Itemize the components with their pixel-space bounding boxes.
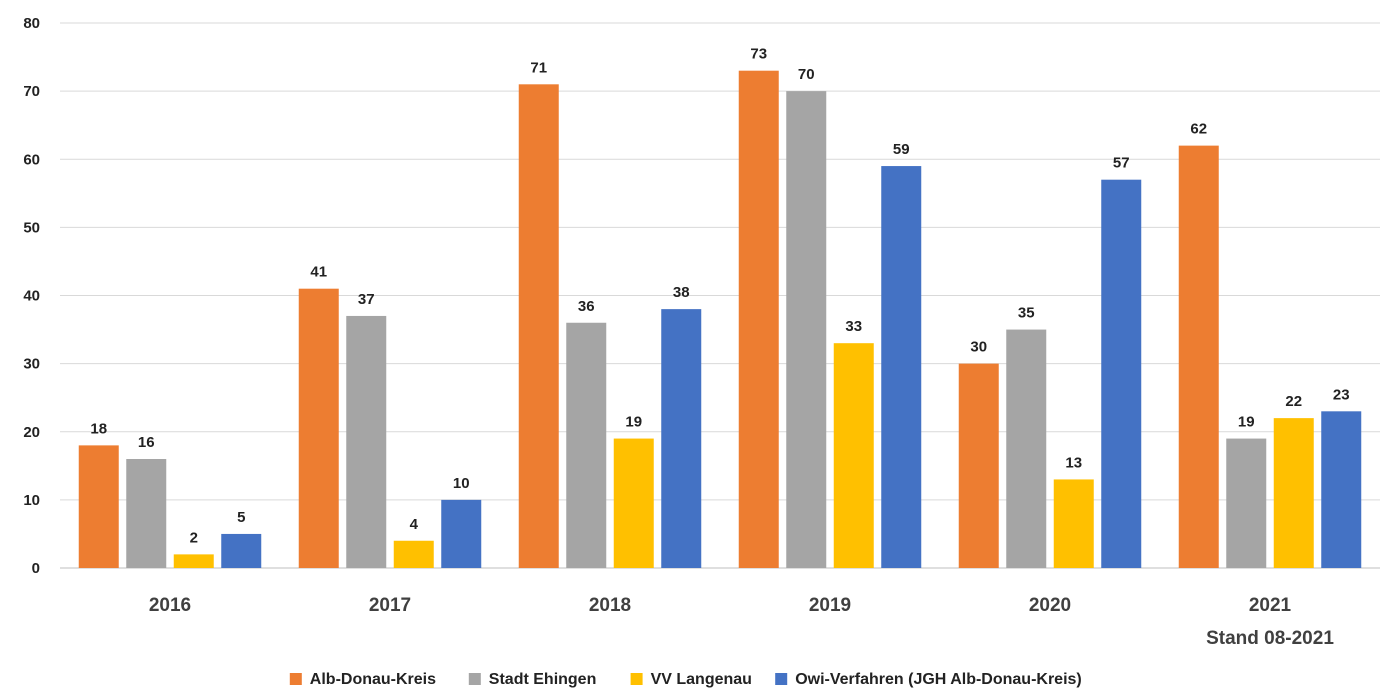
data-label: 41 (310, 264, 327, 281)
bar (661, 309, 702, 568)
bar (1053, 479, 1094, 568)
data-label: 4 (410, 516, 419, 533)
data-label: 62 (1190, 121, 1207, 138)
data-label: 30 (970, 339, 987, 356)
data-label: 59 (893, 141, 910, 158)
bar (881, 166, 922, 568)
data-label: 5 (237, 509, 245, 526)
bar (78, 445, 119, 568)
data-label: 36 (578, 298, 595, 315)
bar (346, 315, 387, 568)
legend-label: Stadt Ehingen (489, 671, 597, 688)
y-tick-label: 70 (23, 83, 40, 100)
x-tick-label: 2021 (1249, 595, 1292, 616)
data-label: 35 (1018, 305, 1035, 322)
data-label: 57 (1113, 155, 1130, 172)
bar (958, 363, 999, 568)
bar (1273, 418, 1314, 568)
bar (566, 322, 607, 568)
legend-swatch (289, 673, 302, 685)
bar (738, 70, 779, 568)
y-tick-label: 10 (23, 492, 40, 509)
data-label: 13 (1065, 454, 1082, 471)
bar (221, 533, 262, 568)
bar (833, 343, 874, 568)
y-tick-label: 50 (23, 219, 40, 236)
y-tick-label: 40 (23, 288, 40, 305)
legend-label: Alb-Donau-Kreis (310, 671, 436, 688)
y-tick-label: 0 (32, 560, 40, 577)
data-label: 10 (453, 475, 470, 492)
data-label: 23 (1333, 386, 1350, 403)
data-label: 38 (673, 284, 690, 301)
bar (1321, 411, 1362, 568)
x-tick-label: 2019 (809, 595, 851, 616)
x-tick-sublabel: Stand 08-2021 (1206, 628, 1334, 649)
legend-swatch (630, 673, 643, 685)
bar (1101, 179, 1142, 568)
legend-label: VV Langenau (651, 671, 752, 688)
x-tick-label: 2017 (369, 595, 411, 616)
bar (613, 438, 654, 568)
x-tick-label: 2020 (1029, 595, 1071, 616)
x-tick-label: 2016 (149, 595, 191, 616)
legend-label: Owi-Verfahren (JGH Alb-Donau-Kreis) (795, 671, 1082, 688)
bar (1178, 145, 1219, 568)
data-label: 33 (845, 318, 862, 335)
bar (518, 84, 559, 568)
bar (1226, 438, 1267, 568)
y-tick-label: 80 (23, 15, 40, 32)
data-label: 71 (530, 59, 547, 76)
bar (173, 554, 214, 568)
bar (441, 499, 482, 568)
bar (126, 459, 167, 568)
bar (786, 91, 827, 568)
data-label: 18 (90, 420, 107, 437)
data-label: 19 (625, 414, 642, 431)
y-tick-label: 30 (23, 356, 40, 373)
bar (393, 540, 434, 568)
bar (1006, 329, 1047, 568)
data-label: 37 (358, 291, 375, 308)
y-tick-label: 20 (23, 424, 40, 441)
legend-swatch (775, 673, 788, 685)
x-tick-label: 2018 (589, 595, 631, 616)
data-label: 73 (750, 46, 767, 63)
data-label: 2 (190, 529, 198, 546)
data-label: 70 (798, 66, 815, 83)
data-label: 16 (138, 434, 155, 451)
legend-swatch (468, 673, 481, 685)
data-label: 22 (1285, 393, 1302, 410)
y-tick-label: 60 (23, 151, 40, 168)
bar (298, 288, 339, 568)
data-label: 19 (1238, 414, 1255, 431)
